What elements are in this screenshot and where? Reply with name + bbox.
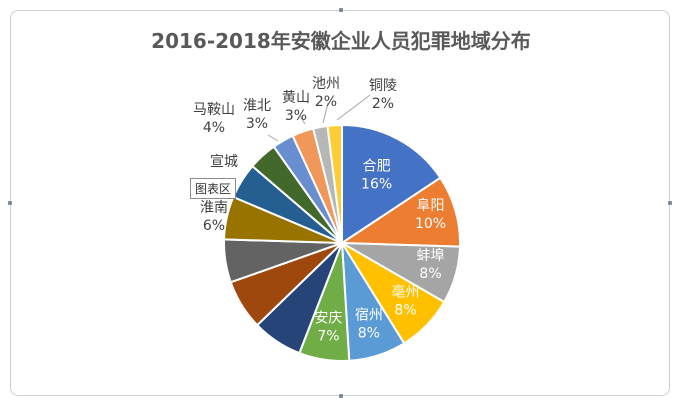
slice-label-name: 淮南 [200,200,228,216]
resize-handle-left[interactable] [8,201,12,205]
slice-label-value: 8% [394,303,416,319]
slice-label-value: 8% [358,325,380,341]
leader-line [322,102,329,124]
pie-slice[interactable] [338,176,461,248]
slice-label-value: 3% [246,116,268,132]
chart-title: 2016-2018年安徽企业人员犯罪地域分布 [151,29,531,53]
pie-slice[interactable] [326,123,343,244]
slice-label-name: 宣城 [210,154,238,170]
resize-handle-right[interactable] [668,201,672,205]
slice-label-value: 4% [203,120,225,136]
slice-label-name: 阜阳 [417,197,445,214]
leader-line [299,115,306,125]
slice-label-name: 淮北 [243,98,271,114]
resize-handle-top[interactable] [339,8,343,12]
slice-label-name: 马鞍山 [193,102,235,118]
slice-label-value: 7% [317,328,339,344]
slice-label-value: 16% [361,177,392,193]
slice-label-name: 池州 [312,76,340,92]
leader-line [336,94,371,121]
slice-label-name: 亳州 [392,284,420,301]
pie-slice[interactable] [341,123,442,245]
slice-label-value: 10% [415,216,446,232]
slice-label-name: 安庆 [314,310,342,326]
slice-label-value: 2% [372,96,394,112]
slice-label-value: 8% [419,266,441,282]
slice-label-value: 6% [203,218,225,234]
resize-handle-bottom[interactable] [339,394,343,398]
slice-label-value: 2% [315,94,337,110]
slice-label-name: 铜陵 [369,78,397,94]
chart-area-tooltip: 图表区 [190,178,237,199]
slice-label-name: 合肥 [363,159,391,175]
leader-line [267,134,279,142]
slice-label-name: 蚌埠 [417,247,445,264]
slice-label-name: 宿州 [355,306,383,323]
slice-label-value: 3% [285,108,307,124]
slice-label-name: 黄山 [282,89,310,106]
